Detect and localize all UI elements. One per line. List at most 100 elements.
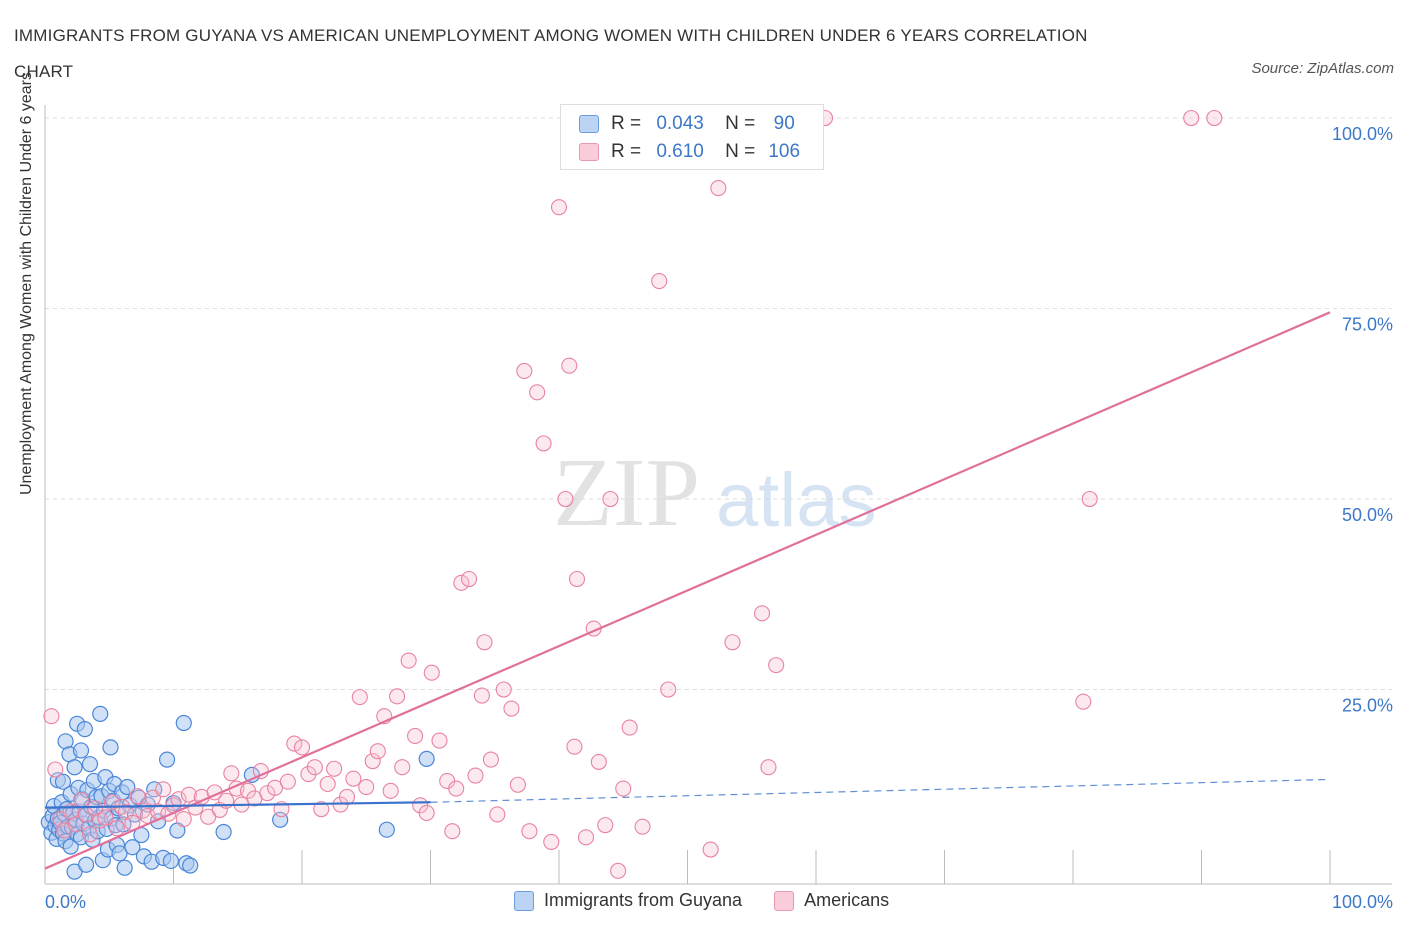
point-americans-55 (358, 778, 375, 796)
trend-line-guyana-dashed (430, 778, 1331, 803)
point-americans-76 (482, 751, 499, 768)
point-guyana-68 (124, 839, 141, 856)
point-americans-26 (175, 810, 192, 828)
point-americans-89 (566, 738, 583, 755)
point-americans-0 (43, 708, 60, 725)
point-americans-81 (516, 362, 533, 380)
point-americans-45 (293, 739, 311, 756)
point-americans-44 (286, 735, 303, 752)
point-guyana-36 (78, 856, 95, 873)
point-americans-97 (615, 780, 632, 797)
point-americans-8 (81, 826, 99, 843)
point-americans-49 (319, 775, 336, 793)
point-guyana-66 (119, 778, 136, 796)
point-americans-103 (710, 180, 727, 197)
point-americans-85 (543, 833, 560, 850)
point-americans-11 (97, 809, 114, 826)
point-americans-111 (1183, 109, 1200, 127)
point-americans-91 (577, 829, 595, 846)
point-americans-95 (602, 490, 619, 508)
y-tick-label-75: 75.0% (1342, 315, 1393, 335)
point-americans-54 (351, 689, 368, 706)
point-americans-90 (568, 570, 586, 588)
point-guyana-62 (111, 845, 128, 862)
point-americans-6 (72, 791, 90, 809)
point-americans-1 (47, 761, 64, 778)
point-americans-62 (400, 652, 417, 669)
point-americans-22 (155, 781, 172, 798)
legend-item-guyana[interactable]: Immigrants from Guyana (514, 890, 742, 911)
legend-r-label: R = (611, 113, 642, 134)
y-tick-label-50: 50.0% (1342, 505, 1393, 525)
point-americans-109 (1075, 693, 1092, 710)
source-label: Source: ZipAtlas.com (1251, 60, 1394, 77)
x-tick-label-max: 100.0% (1332, 892, 1393, 912)
point-americans-82 (521, 823, 538, 840)
point-americans-99 (634, 818, 651, 835)
point-americans-63 (407, 727, 424, 745)
point-guyana-79 (162, 852, 180, 870)
point-americans-48 (313, 801, 330, 818)
point-americans-56 (364, 753, 381, 770)
legend-row-guyana: R = 0.043 N = 90 (579, 112, 813, 136)
point-americans-43 (279, 773, 296, 790)
point-americans-78 (495, 681, 512, 698)
point-americans-87 (557, 490, 574, 508)
correlation-legend: R = 0.043 N = 90 R = 0.610 N = 106 (560, 104, 824, 170)
point-guyana-65 (116, 859, 133, 876)
point-guyana-84 (182, 857, 199, 874)
point-guyana-82 (175, 714, 192, 732)
point-americans-110 (1081, 490, 1098, 508)
trend-lines (44, 311, 1331, 870)
point-americans-77 (489, 806, 506, 823)
point-americans-46 (300, 766, 317, 783)
point-americans-17 (129, 788, 146, 805)
trend-line-guyana (44, 801, 431, 809)
point-americans-70 (448, 780, 465, 797)
point-americans-66 (423, 664, 440, 681)
point-americans-74 (473, 687, 490, 704)
point-guyana-89 (418, 750, 435, 767)
point-americans-10 (92, 812, 109, 829)
point-americans-94 (597, 817, 614, 834)
point-americans-105 (753, 605, 771, 622)
point-americans-98 (621, 719, 638, 736)
point-americans-67 (431, 732, 448, 749)
point-americans-50 (326, 760, 343, 777)
point-guyana-75 (146, 781, 163, 798)
point-americans-69 (444, 823, 461, 840)
point-americans-88 (561, 357, 578, 374)
point-guyana-88 (378, 821, 395, 838)
trend-line-americans (44, 311, 1331, 870)
legend-r-label: R = (611, 141, 642, 162)
point-americans-102 (702, 841, 719, 858)
legend-item-americans[interactable]: Americans (774, 890, 889, 911)
point-americans-73 (467, 767, 484, 784)
point-americans-75 (476, 634, 493, 651)
watermark-atlas: atlas (716, 458, 877, 543)
legend-n-label: N = (725, 141, 756, 162)
point-americans-72 (460, 570, 478, 588)
point-guyana-55 (102, 739, 119, 756)
legend-swatch-blue (514, 890, 534, 911)
chart-title: IMMIGRANTS FROM GUYANA VS AMERICAN UNEMP… (14, 18, 1214, 90)
point-americans-107 (768, 657, 785, 674)
point-guyana-30 (72, 742, 90, 759)
point-americans-57 (369, 743, 386, 760)
legend-label-americans: Americans (804, 890, 890, 910)
point-americans-71 (453, 574, 470, 591)
legend-swatch-pink (774, 890, 795, 911)
point-americans-112 (1206, 109, 1223, 127)
point-americans-5 (67, 816, 84, 833)
point-americans-13 (108, 820, 126, 837)
point-americans-101 (660, 681, 677, 698)
point-americans-27 (180, 786, 197, 803)
point-guyana-39 (81, 756, 99, 773)
legend-row-americans: R = 0.610 N = 106 (579, 140, 813, 164)
point-americans-41 (266, 779, 284, 796)
legend-r-value-americans: 0.610 (656, 141, 704, 162)
point-americans-80 (509, 776, 526, 793)
point-americans-61 (394, 759, 411, 776)
y-tick-label-25: 25.0% (1342, 696, 1393, 716)
chart-title-line2: CHART (14, 62, 74, 81)
